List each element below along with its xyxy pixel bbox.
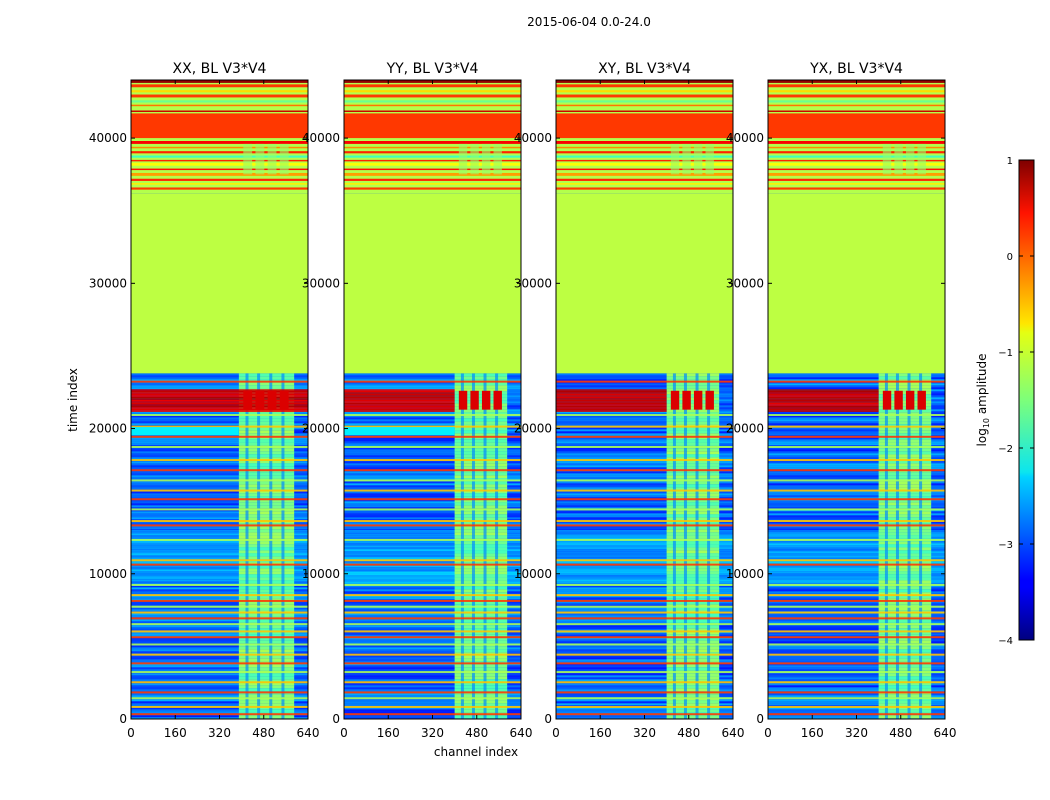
y-tick-label: 10000 <box>89 567 127 581</box>
x-tick-label: 0 <box>764 726 772 740</box>
y-tick-label: 30000 <box>89 276 127 290</box>
x-tick-label: 320 <box>208 726 231 740</box>
colorbar-tick-label: −1 <box>998 348 1013 359</box>
colorbar-label-main: log <box>975 428 989 446</box>
heatmap-panels: XX, BL V3*V4 0 160 320 480 640 0 10000 20000 3000… <box>89 61 957 740</box>
heatmap-image <box>768 80 945 719</box>
x-tick-label: 160 <box>589 726 612 740</box>
x-tick-label: 0 <box>552 726 560 740</box>
x-tick-label: 160 <box>377 726 400 740</box>
colorbar-tick-label: 0 <box>1007 252 1013 263</box>
heatmap-image <box>344 80 521 719</box>
panel-xx: XX, BL V3*V4 0 160 320 480 640 0 10000 20000 3000… <box>89 61 320 740</box>
x-tick-label: 160 <box>164 726 187 740</box>
panel-xy: XY, BL V3*V4 0 160 320 480 640 0 10000 20000 3000… <box>514 61 745 740</box>
colorbar-tick-label: −4 <box>998 636 1013 647</box>
colorbar-gradient <box>1018 159 1035 641</box>
y-tick-label: 20000 <box>89 422 127 436</box>
y-tick-label: 0 <box>756 712 764 726</box>
x-tick-label: 480 <box>889 726 912 740</box>
x-tick-label: 480 <box>465 726 488 740</box>
y-tick-label: 0 <box>544 712 552 726</box>
x-tick-label: 320 <box>845 726 868 740</box>
y-tick-label: 40000 <box>726 131 764 145</box>
panel-title: YX, BL V3*V4 <box>809 61 903 77</box>
y-tick-label: 30000 <box>726 276 764 290</box>
y-tick-label: 20000 <box>514 422 552 436</box>
x-axis-label: channel index <box>434 745 518 759</box>
colorbar-label: log10 amplitude <box>975 354 991 447</box>
x-tick-label: 0 <box>340 726 348 740</box>
panel-yy: YY, BL V3*V4 0 160 320 480 640 0 10000 20000 3000… <box>302 61 533 740</box>
panel-title: XX, BL V3*V4 <box>173 61 267 77</box>
x-tick-label: 320 <box>421 726 444 740</box>
panel-title: YY, BL V3*V4 <box>386 61 479 77</box>
colorbar-tick-label: −3 <box>998 540 1013 551</box>
x-tick-label: 640 <box>510 726 533 740</box>
heatmap-image <box>131 80 308 719</box>
y-tick-label: 20000 <box>726 422 764 436</box>
x-tick-label: 320 <box>633 726 656 740</box>
panel-title: XY, BL V3*V4 <box>598 61 691 77</box>
colorbar-tick-label: −2 <box>998 444 1013 455</box>
x-tick-label: 640 <box>934 726 957 740</box>
y-tick-label: 10000 <box>514 567 552 581</box>
x-tick-label: 480 <box>677 726 700 740</box>
colorbar-ticks: 1 0 −1 −2 −3 −4 <box>998 156 1034 647</box>
y-tick-label: 30000 <box>514 276 552 290</box>
y-tick-label: 40000 <box>89 131 127 145</box>
y-tick-label: 10000 <box>726 567 764 581</box>
x-tick-label: 640 <box>722 726 745 740</box>
y-tick-label: 10000 <box>302 567 340 581</box>
colorbar-label-sub: 10 <box>982 418 991 428</box>
y-tick-label: 30000 <box>302 276 340 290</box>
y-tick-label: 40000 <box>302 131 340 145</box>
x-tick-label: 0 <box>127 726 135 740</box>
x-tick-label: 480 <box>252 726 275 740</box>
y-tick-label: 0 <box>119 712 127 726</box>
y-tick-label: 40000 <box>514 131 552 145</box>
colorbar: 10−1−2−3−4 log10 amplitude <box>975 156 1035 647</box>
y-tick-label: 0 <box>332 712 340 726</box>
colorbar-tick-label: 1 <box>1007 156 1013 167</box>
figure-title: 2015-06-04 0.0-24.0 <box>527 15 651 29</box>
x-tick-label: 160 <box>801 726 824 740</box>
colorbar-label-suffix: amplitude <box>975 354 989 418</box>
heatmap-image <box>556 80 733 719</box>
panel-yx: YX, BL V3*V4 0 160 320 480 640 0 10000 20000 3000… <box>726 61 957 740</box>
x-tick-label: 640 <box>297 726 320 740</box>
y-tick-label: 20000 <box>302 422 340 436</box>
y-axis-label: time index <box>66 368 80 432</box>
